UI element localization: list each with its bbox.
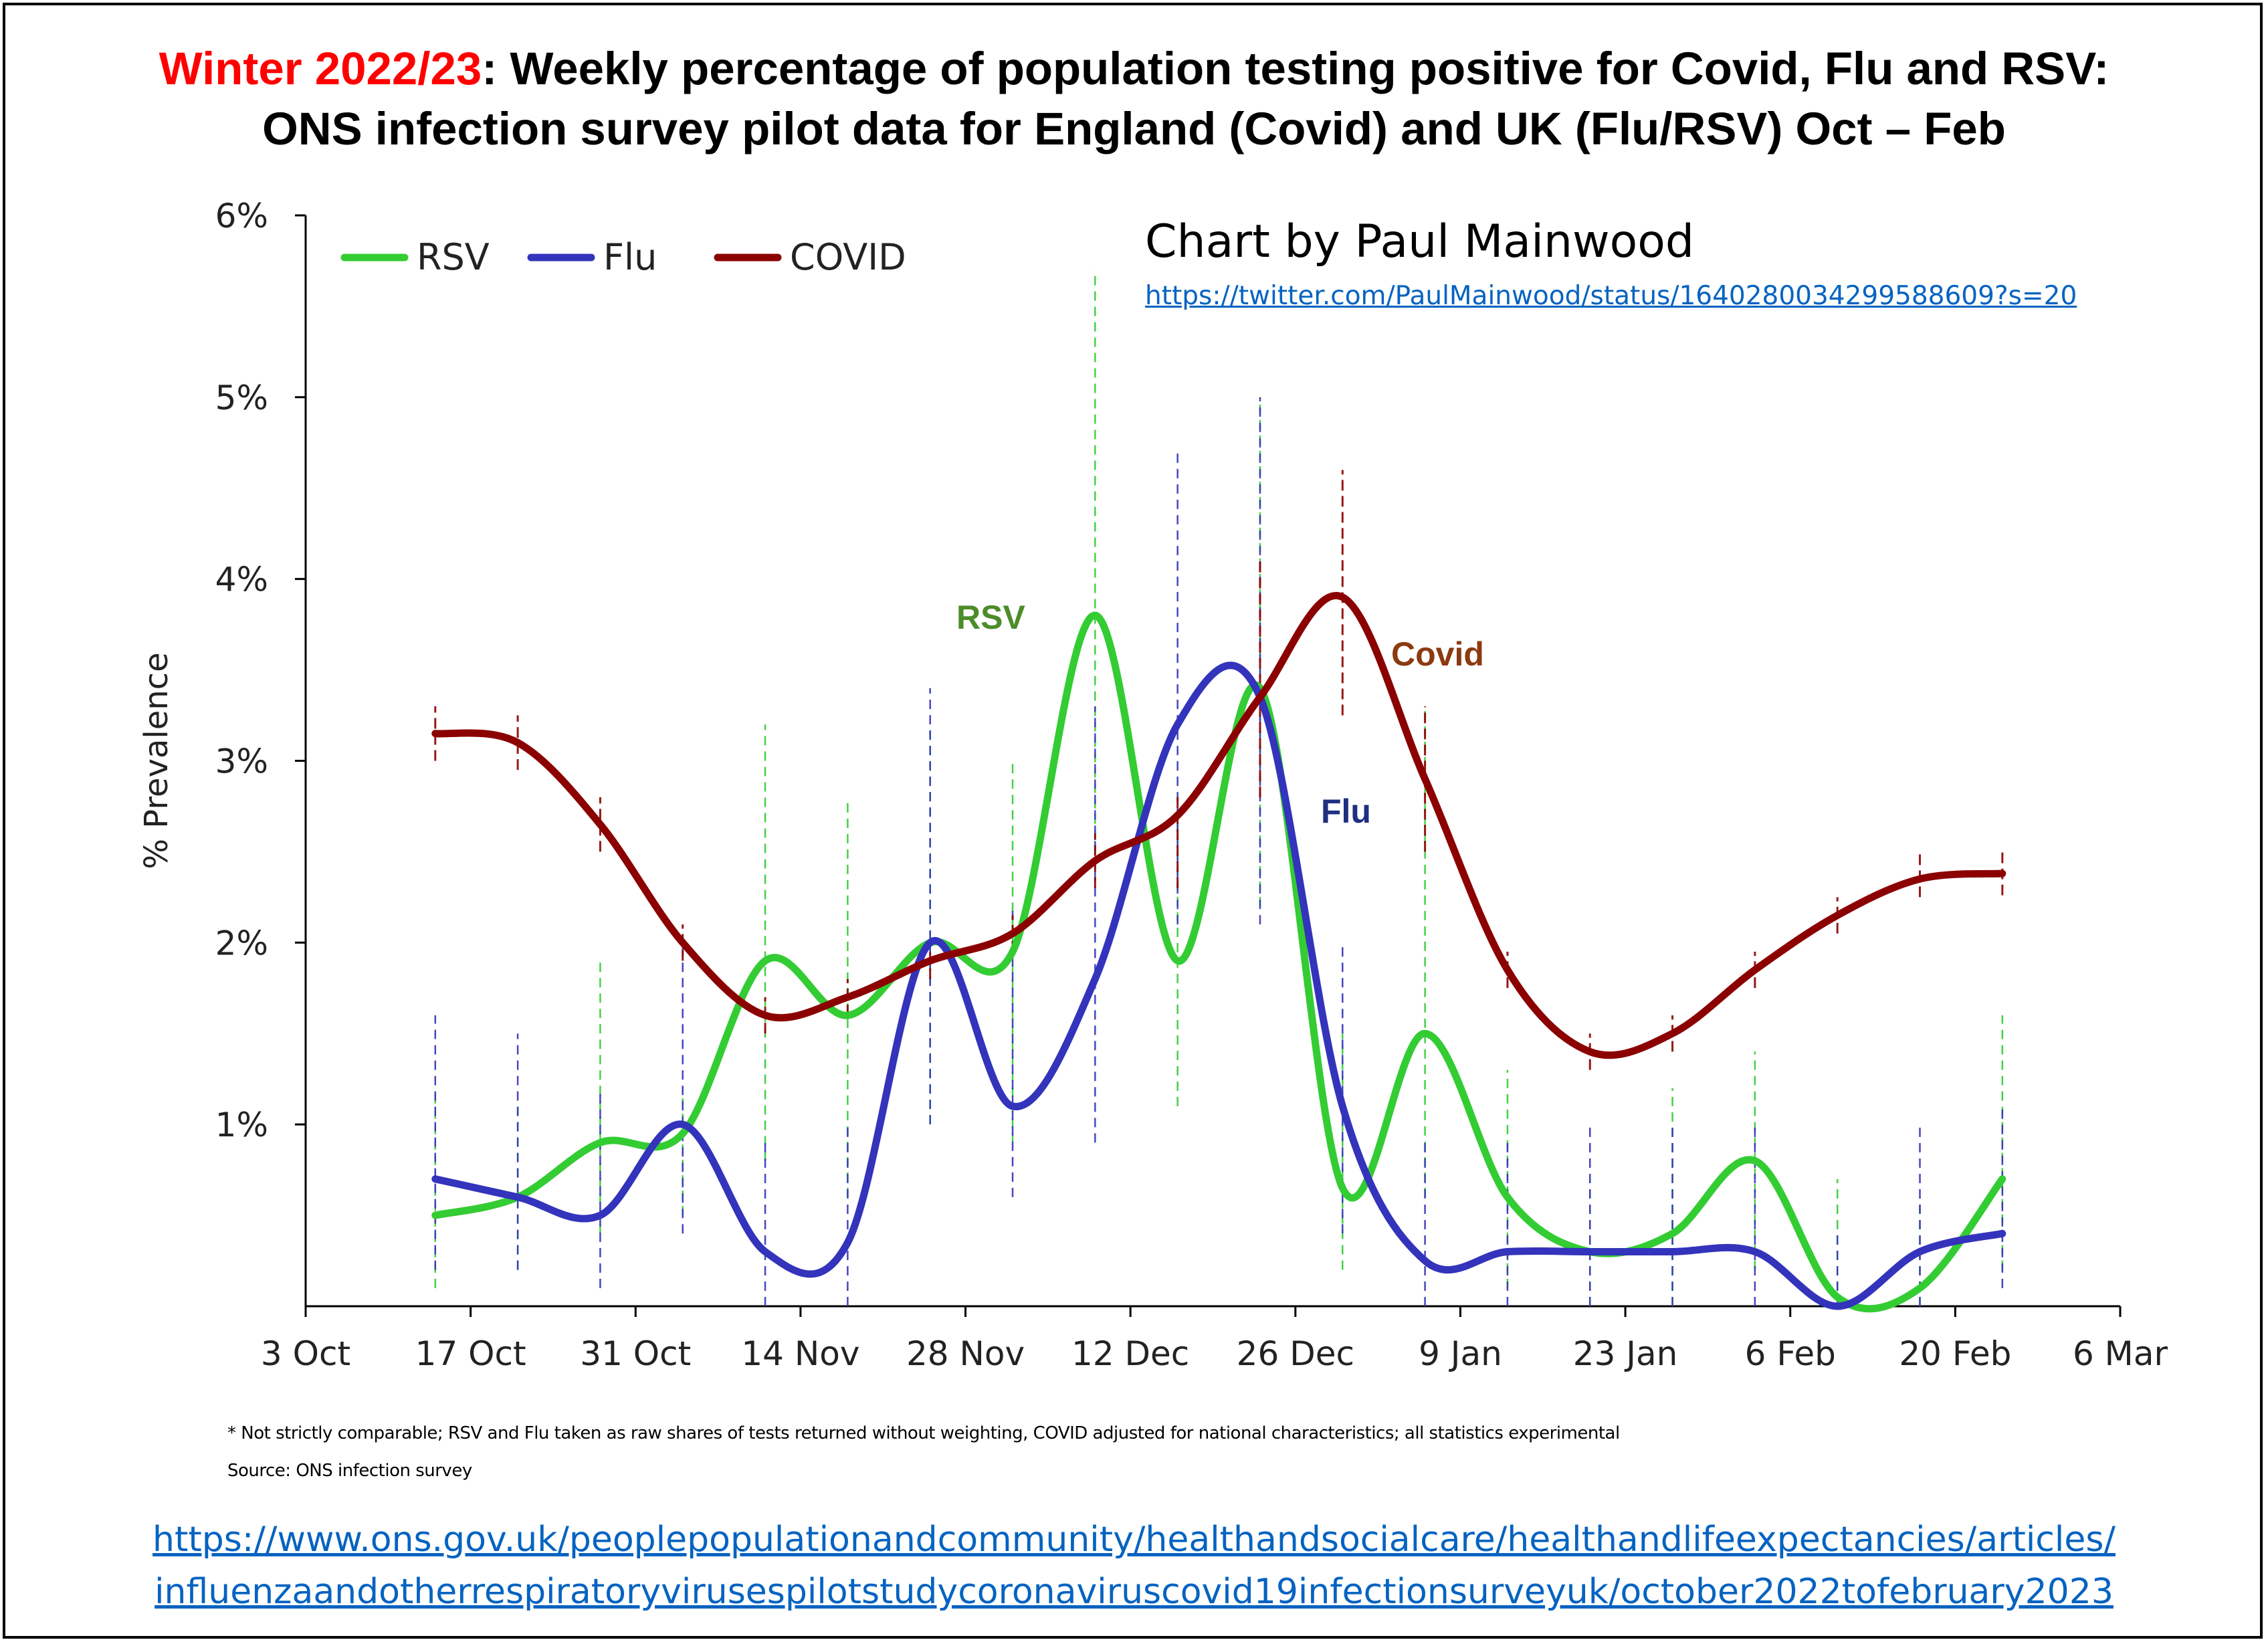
y-tick-label: 5% xyxy=(215,379,268,417)
series-lines xyxy=(431,592,2006,1313)
x-tick-label: 6 Feb xyxy=(1745,1334,1836,1373)
ons-link-line-2[interactable]: influenzaandotherrespiratoryvirusespilot… xyxy=(154,1572,2114,1612)
y-tick-label: 2% xyxy=(215,924,268,962)
series-line-rsv xyxy=(431,611,2006,1313)
chart-frame xyxy=(3,3,2263,1639)
legend-label-covid: COVID xyxy=(790,236,906,278)
annotation-flu: Flu xyxy=(1321,793,1371,830)
x-tick-label: 26 Dec xyxy=(1237,1334,1354,1373)
annotation-rsv: RSV xyxy=(956,599,1025,636)
x-tick-label: 9 Jan xyxy=(1419,1334,1502,1373)
title-accent: Winter 2022/23 xyxy=(159,43,482,94)
x-tick-label: 3 Oct xyxy=(261,1334,350,1373)
y-tick-label: 4% xyxy=(215,560,268,599)
source-note: Source: ONS infection survey xyxy=(227,1461,472,1481)
legend-label-flu: Flu xyxy=(603,236,657,278)
chart-title: Winter 2022/23: Weekly percentage of pop… xyxy=(0,39,2268,159)
x-tick-label: 20 Feb xyxy=(1899,1334,2011,1373)
title-line-2: ONS infection survey pilot data for Engl… xyxy=(262,103,2006,155)
legend-label-rsv: RSV xyxy=(417,236,490,278)
x-tick-label: 17 Oct xyxy=(415,1334,526,1373)
y-tick-label: 3% xyxy=(215,742,268,781)
y-tick-label: 1% xyxy=(215,1106,268,1144)
x-tick-label: 14 Nov xyxy=(741,1334,859,1373)
x-tick-label: 28 Nov xyxy=(906,1334,1025,1373)
title-line-1-rest: : Weekly percentage of population testin… xyxy=(482,43,2109,94)
annotation-covid: Covid xyxy=(1391,635,1484,673)
series-line-flu xyxy=(431,661,2006,1310)
y-tick-label: 6% xyxy=(215,197,268,235)
axes: 3 Oct 17 Oct 31 Oct 14 Nov 28 Nov 12 Dec 26 De… xyxy=(138,197,2168,1373)
credit-link[interactable]: https://twitter.com/PaulMainwood/status/… xyxy=(1145,281,2077,311)
error-bars xyxy=(434,270,2004,1306)
annotations: RSV Covid Flu xyxy=(956,599,1484,830)
title-line-1: Winter 2022/23: Weekly percentage of pop… xyxy=(0,39,2268,99)
ons-link-line-1[interactable]: https://www.ons.gov.uk/peoplepopulationa… xyxy=(152,1520,2116,1560)
footnote: * Not strictly comparable; RSV and Flu t… xyxy=(227,1423,1620,1443)
y-axis-label: % Prevalence xyxy=(138,652,175,869)
x-tick-label: 6 Mar xyxy=(2073,1334,2168,1373)
chart-credit: Chart by Paul Mainwood xyxy=(1145,215,1695,268)
legend: RSV Flu COVID xyxy=(340,236,906,278)
x-tick-label: 12 Dec xyxy=(1071,1334,1189,1373)
series-line-covid xyxy=(431,592,2006,1059)
x-tick-label: 23 Jan xyxy=(1573,1334,1678,1373)
x-tick-label: 31 Oct xyxy=(580,1334,691,1373)
